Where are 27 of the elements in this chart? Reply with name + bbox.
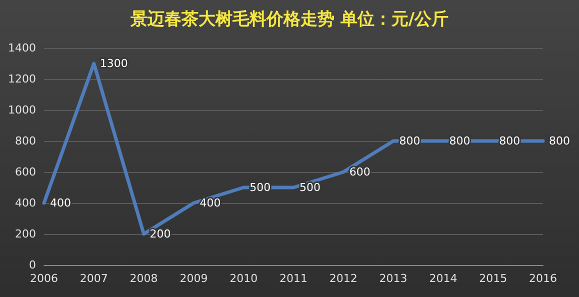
x-tick-label: 2016	[529, 272, 557, 285]
x-tick-label: 2008	[130, 272, 158, 285]
x-tick-label: 2011	[280, 272, 308, 285]
y-tick-label: 1400	[8, 42, 36, 54]
x-tick-label: 2014	[429, 272, 458, 285]
data-label: 400	[200, 196, 221, 210]
x-tick-label: 2015	[479, 272, 508, 285]
y-tick-label: 800	[15, 134, 36, 148]
x-tick-label: 2009	[180, 272, 208, 285]
y-tick-label: 0	[29, 258, 36, 272]
data-label: 400	[50, 196, 71, 210]
y-tick-label: 1000	[8, 104, 36, 116]
y-tick-label: 400	[15, 196, 36, 210]
x-tick-label: 2007	[80, 272, 108, 285]
x-tick-label: 2010	[230, 272, 258, 285]
data-label: 1300	[100, 57, 128, 70]
data-label: 500	[300, 181, 320, 194]
data-label: 200	[150, 228, 171, 240]
y-tick-label: 1200	[8, 72, 36, 86]
chart-title: 景迈春茶大树毛料价格走势 单位：元/公斤	[129, 10, 449, 30]
x-tick-label: 2013	[379, 272, 408, 285]
x-tick-label: 2012	[329, 272, 358, 285]
y-tick-label: 200	[15, 228, 36, 240]
data-label: 600	[349, 166, 370, 178]
data-label: 800	[549, 134, 570, 148]
x-tick-label: 2006	[30, 272, 58, 285]
y-tick-label: 600	[15, 166, 36, 178]
